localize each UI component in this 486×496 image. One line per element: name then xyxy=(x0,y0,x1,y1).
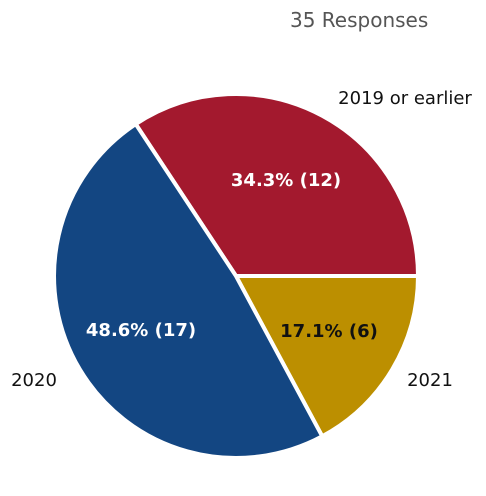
slice-data-label: 17.1% (6) xyxy=(280,321,378,342)
chart-subtitle: 35 Responses xyxy=(290,8,429,32)
slice-category-label: 2020 xyxy=(11,370,57,391)
slice-category-label: 2019 or earlier xyxy=(338,88,472,109)
slice-category-label: 2021 xyxy=(407,370,453,391)
slice-data-label: 34.3% (12) xyxy=(231,170,341,191)
pie-slice-2021[interactable] xyxy=(234,274,420,439)
slice-data-label: 48.6% (17) xyxy=(86,320,196,341)
pie-slice-2020[interactable] xyxy=(52,122,325,460)
